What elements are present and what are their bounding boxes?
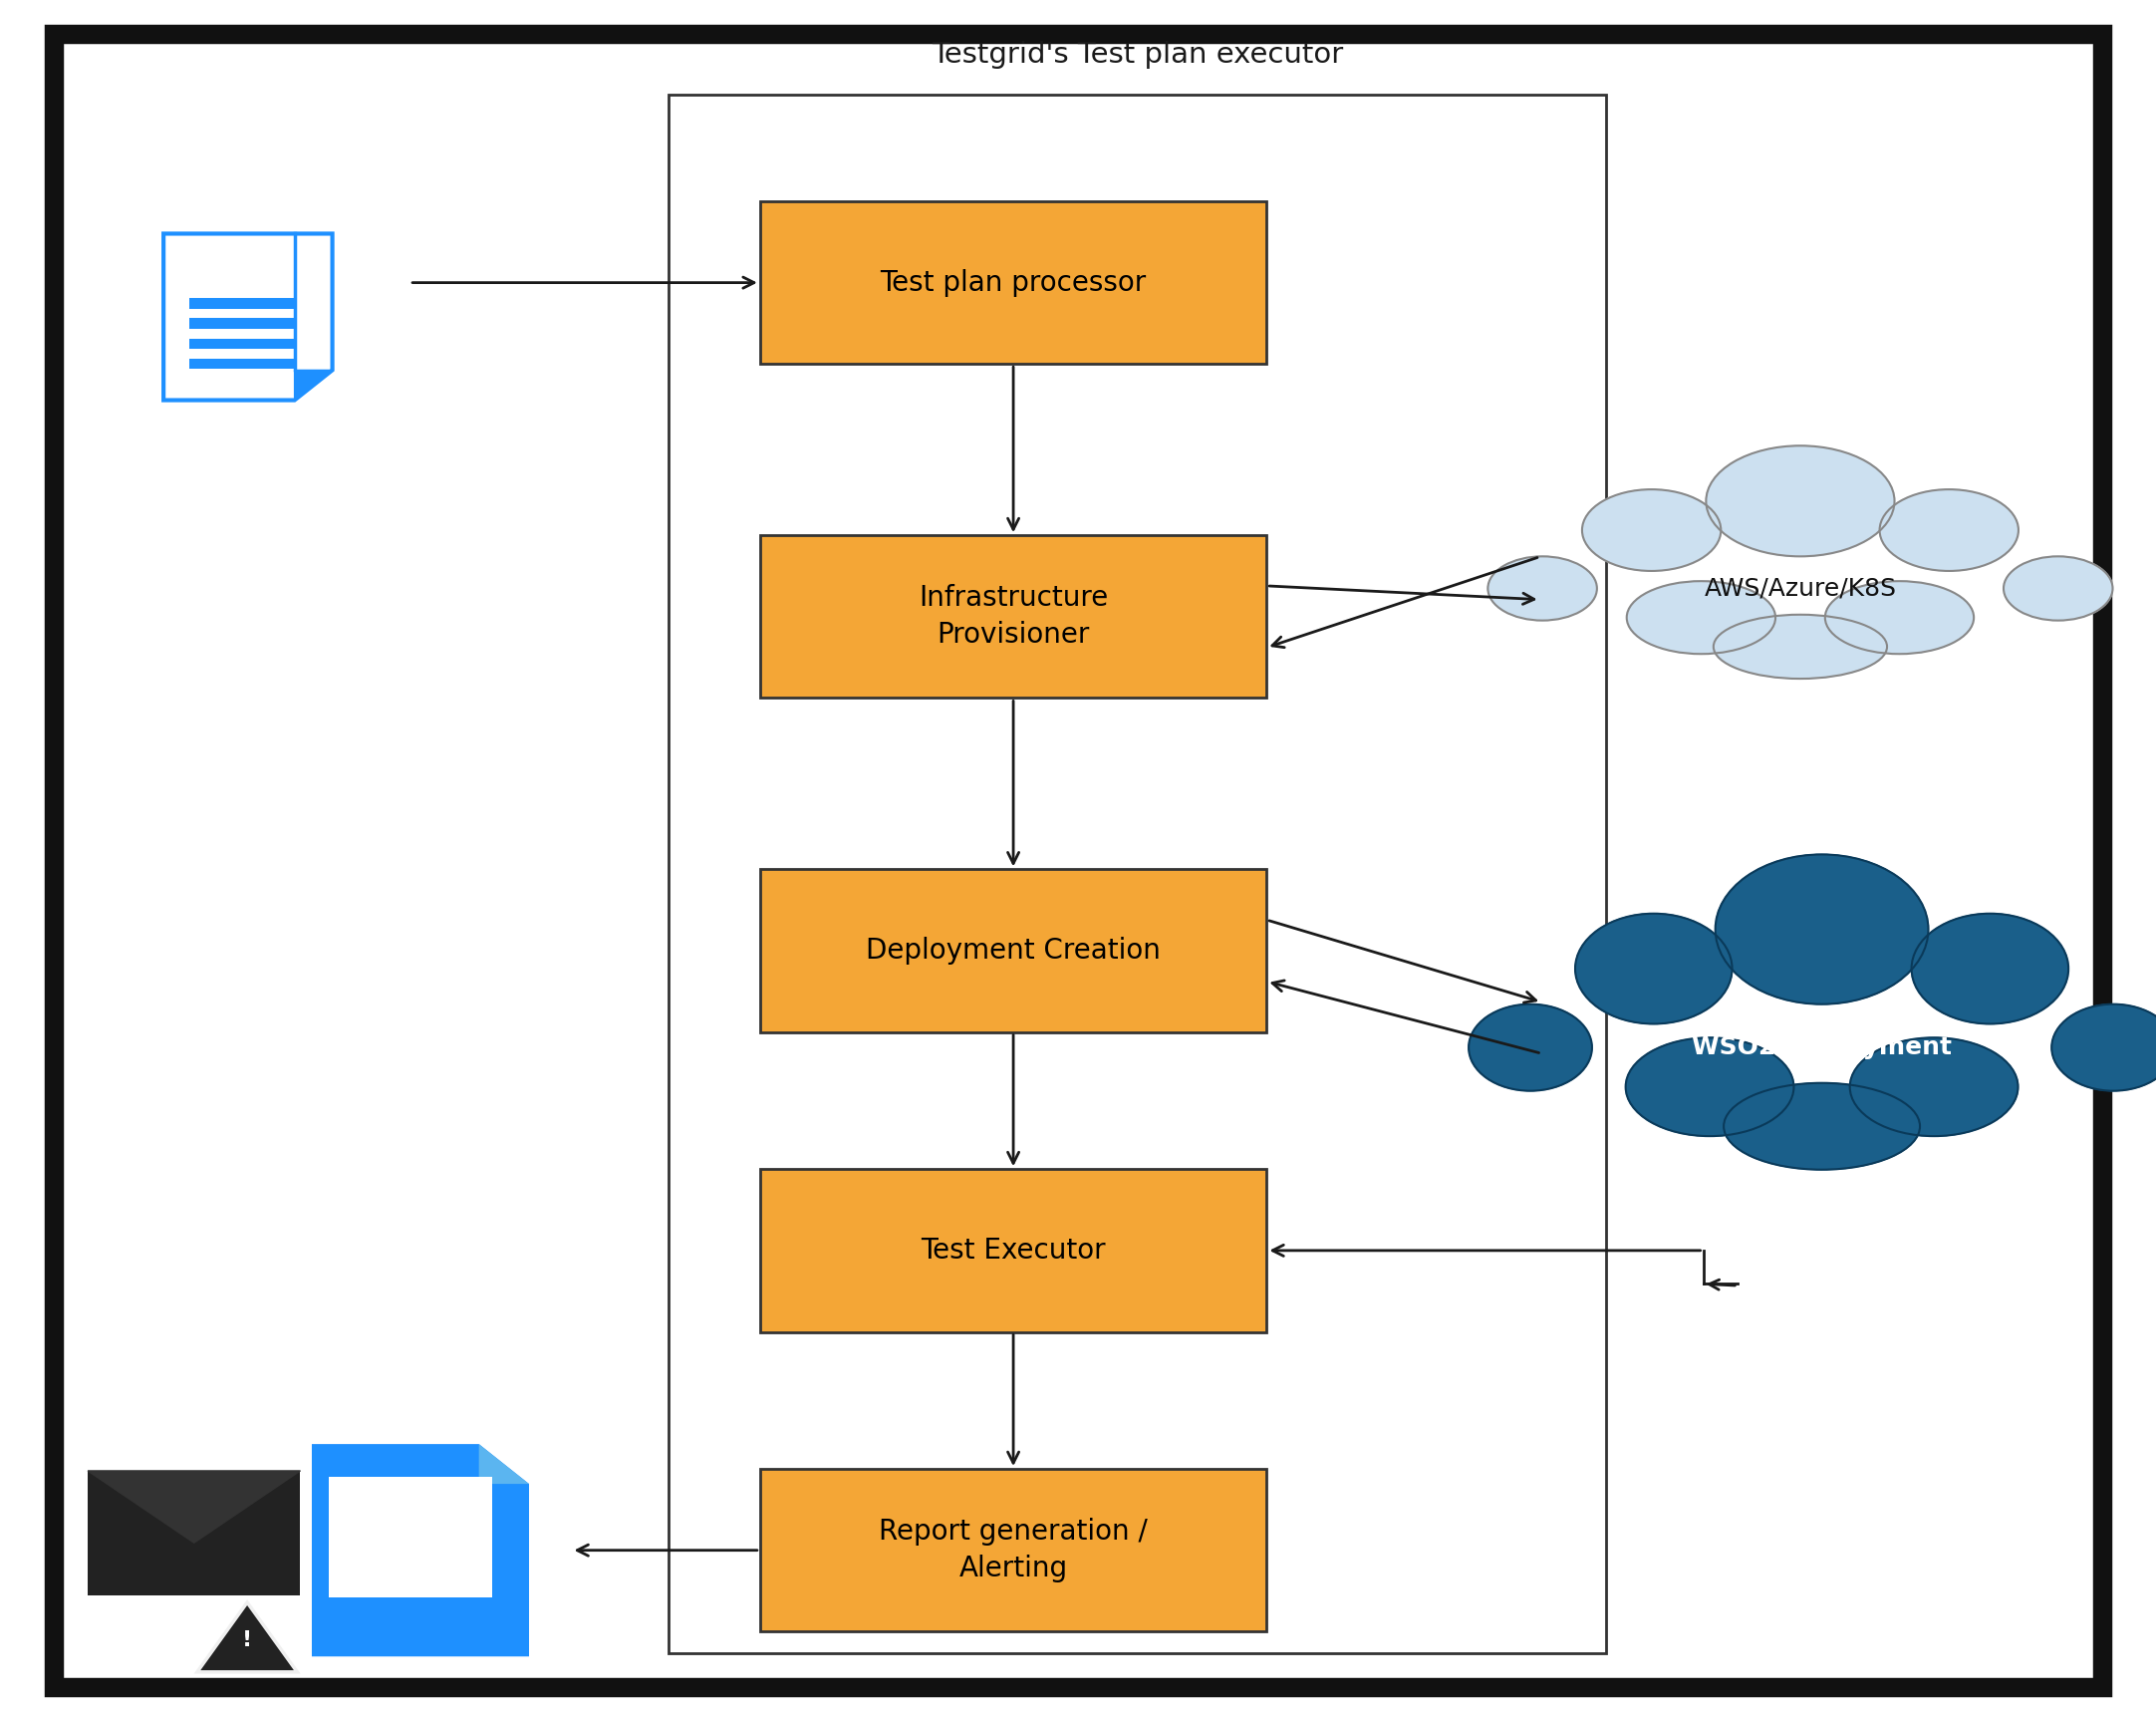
Bar (668, 94, 1606, 1653)
Text: WSO2 deployment: WSO2 deployment (1692, 1036, 1951, 1059)
Ellipse shape (2003, 557, 2113, 620)
Ellipse shape (1725, 1083, 1919, 1170)
FancyBboxPatch shape (759, 1168, 1266, 1333)
Ellipse shape (1626, 1038, 1794, 1136)
FancyBboxPatch shape (313, 1597, 528, 1656)
PathPatch shape (328, 1477, 492, 1643)
Ellipse shape (1626, 581, 1774, 654)
FancyBboxPatch shape (88, 1471, 300, 1595)
Ellipse shape (1583, 490, 1720, 570)
Ellipse shape (1468, 1004, 1591, 1091)
FancyBboxPatch shape (190, 298, 295, 308)
Ellipse shape (2053, 1004, 2156, 1091)
Ellipse shape (1716, 855, 1927, 1004)
Text: !: ! (241, 1631, 252, 1651)
Polygon shape (88, 1471, 300, 1543)
FancyBboxPatch shape (759, 1468, 1266, 1631)
Ellipse shape (1824, 581, 1973, 654)
FancyBboxPatch shape (759, 868, 1266, 1031)
Ellipse shape (1705, 445, 1895, 557)
Ellipse shape (1576, 913, 1731, 1024)
Text: Deployment Creation: Deployment Creation (867, 937, 1160, 964)
Polygon shape (196, 1602, 298, 1672)
FancyBboxPatch shape (190, 339, 295, 349)
Text: PDF: PDF (367, 1514, 448, 1549)
Text: Testgrid's Test plan executor: Testgrid's Test plan executor (931, 41, 1343, 69)
Ellipse shape (1488, 557, 1598, 620)
FancyBboxPatch shape (190, 319, 295, 329)
Ellipse shape (1912, 913, 2068, 1024)
PathPatch shape (164, 233, 332, 401)
FancyBboxPatch shape (190, 358, 295, 368)
Text: Infrastructure
Provisioner: Infrastructure Provisioner (918, 584, 1108, 649)
PathPatch shape (313, 1444, 528, 1656)
Text: Test plan processor: Test plan processor (880, 269, 1147, 296)
Text: Report generation /
Alerting: Report generation / Alerting (880, 1518, 1147, 1583)
FancyBboxPatch shape (759, 202, 1266, 365)
PathPatch shape (295, 370, 332, 401)
Text: AWS/Azure/K8S: AWS/Azure/K8S (1703, 577, 1897, 600)
Ellipse shape (1850, 1038, 2018, 1136)
PathPatch shape (479, 1444, 528, 1483)
FancyBboxPatch shape (759, 534, 1266, 699)
Ellipse shape (1714, 615, 1886, 678)
Text: Test Executor: Test Executor (921, 1237, 1106, 1264)
FancyBboxPatch shape (54, 34, 2102, 1687)
Ellipse shape (1880, 490, 2018, 570)
